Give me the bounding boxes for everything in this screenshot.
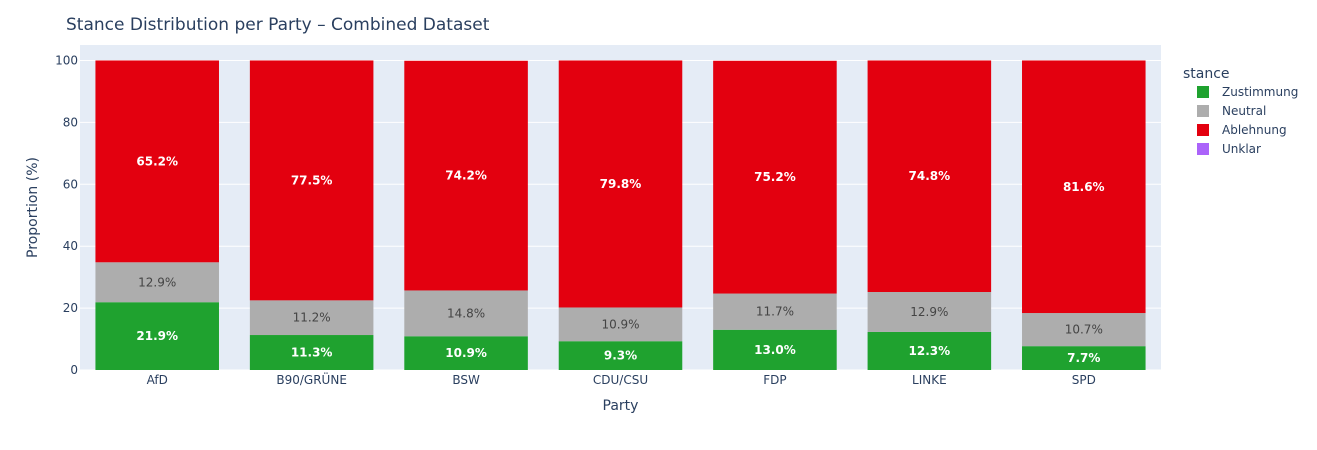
data-label: 11.7% <box>756 305 794 319</box>
bar-ablehnung-spd[interactable] <box>1022 60 1146 314</box>
data-label: 9.3% <box>604 349 637 363</box>
x-tick-label: BSW <box>452 373 480 387</box>
bar-labels: 21.9% 12.9% 65.2% 11.3% 11.2% 77.5% 10.9% 14.8%… <box>136 154 1104 365</box>
bar-ablehnung-linke[interactable] <box>867 60 992 292</box>
data-label: 13.0% <box>754 343 796 357</box>
data-label: 12.3% <box>909 344 951 358</box>
bar-neutral-fdp[interactable] <box>713 293 837 330</box>
data-label: 75.2% <box>754 170 796 184</box>
legend-swatch <box>1197 105 1209 117</box>
legend-item-zustimmung[interactable]: Zustimmung <box>1197 85 1298 99</box>
y-tick-label: 20 <box>63 301 78 315</box>
bar-ablehnung-b90-gr-ne[interactable] <box>249 60 374 301</box>
x-tick-label: CDU/CSU <box>593 373 648 387</box>
bar-neutral-linke[interactable] <box>867 292 992 332</box>
legend[interactable]: stance Zustimmung Neutral Ablehnung Unklar <box>1183 66 1298 156</box>
data-label: 10.9% <box>601 317 639 331</box>
bar-ablehnung-bsw[interactable] <box>404 60 528 291</box>
x-tick-label: SPD <box>1072 373 1096 387</box>
bar-ablehnung-afd[interactable] <box>95 60 219 263</box>
legend-swatch <box>1197 124 1209 136</box>
data-label: 65.2% <box>136 154 178 168</box>
data-label: 12.9% <box>910 305 948 319</box>
bar-neutral-afd[interactable] <box>95 262 219 303</box>
x-tick-label: B90/GRÜNE <box>276 371 347 387</box>
data-label: 79.8% <box>600 177 642 191</box>
bar-zustimmung-fdp[interactable] <box>713 329 837 370</box>
bar-neutral-cdu-csu[interactable] <box>558 307 683 342</box>
data-label: 7.7% <box>1067 351 1100 365</box>
y-axis-title: Proportion (%) <box>25 157 41 258</box>
x-tick-label: LINKE <box>912 373 947 387</box>
y-tick-label: 60 <box>63 177 78 191</box>
legend-swatch <box>1197 86 1209 98</box>
legend-swatch <box>1197 143 1209 155</box>
legend-label: Zustimmung <box>1222 85 1298 99</box>
x-tick-label: AfD <box>147 373 168 387</box>
data-label: 77.5% <box>291 173 333 187</box>
data-label: 10.7% <box>1065 323 1103 337</box>
bar-neutral-spd[interactable] <box>1022 313 1146 347</box>
legend-label: Ablehnung <box>1222 123 1287 137</box>
bar-zustimmung-cdu-csu[interactable] <box>558 341 683 370</box>
data-label: 21.9% <box>136 329 178 343</box>
bar-zustimmung-afd[interactable] <box>95 302 219 370</box>
bars <box>95 60 1146 370</box>
bar-zustimmung-linke[interactable] <box>867 331 992 370</box>
bar-zustimmung-spd[interactable] <box>1022 346 1146 370</box>
y-tick-label: 40 <box>63 239 78 253</box>
bar-ablehnung-cdu-csu[interactable] <box>558 60 683 308</box>
data-label: 10.9% <box>445 346 487 360</box>
data-label: 74.8% <box>909 169 951 183</box>
data-label: 11.2% <box>293 311 331 325</box>
data-label: 14.8% <box>447 306 485 320</box>
x-axis-ticks: AfD B90/GRÜNE BSW CDU/CSU FDP LINKE SPD <box>147 371 1096 387</box>
data-label: 74.2% <box>445 169 487 183</box>
bar-ablehnung-fdp[interactable] <box>713 60 837 294</box>
data-label: 81.6% <box>1063 180 1105 194</box>
y-tick-label: 0 <box>70 363 78 377</box>
y-axis-ticks: 0 20 40 60 80 100 <box>55 53 78 377</box>
legend-item-ablehnung[interactable]: Ablehnung <box>1197 123 1287 137</box>
data-label: 11.3% <box>291 346 333 360</box>
legend-label: Unklar <box>1222 142 1261 156</box>
x-axis-title: Party <box>603 398 639 414</box>
y-tick-label: 100 <box>55 53 78 67</box>
legend-item-neutral[interactable]: Neutral <box>1197 104 1266 118</box>
bar-zustimmung-bsw[interactable] <box>404 336 528 370</box>
y-tick-label: 80 <box>63 115 78 129</box>
data-label: 12.9% <box>138 275 176 289</box>
legend-title: stance <box>1183 66 1230 82</box>
legend-label: Neutral <box>1222 104 1266 118</box>
bar-zustimmung-b90-gr-ne[interactable] <box>249 335 374 370</box>
legend-item-unklar[interactable]: Unklar <box>1197 142 1261 156</box>
bar-neutral-b90-gr-ne[interactable] <box>249 300 374 336</box>
bar-neutral-bsw[interactable] <box>404 290 528 337</box>
chart-title: Stance Distribution per Party – Combined… <box>66 15 490 35</box>
x-tick-label: FDP <box>763 373 786 387</box>
